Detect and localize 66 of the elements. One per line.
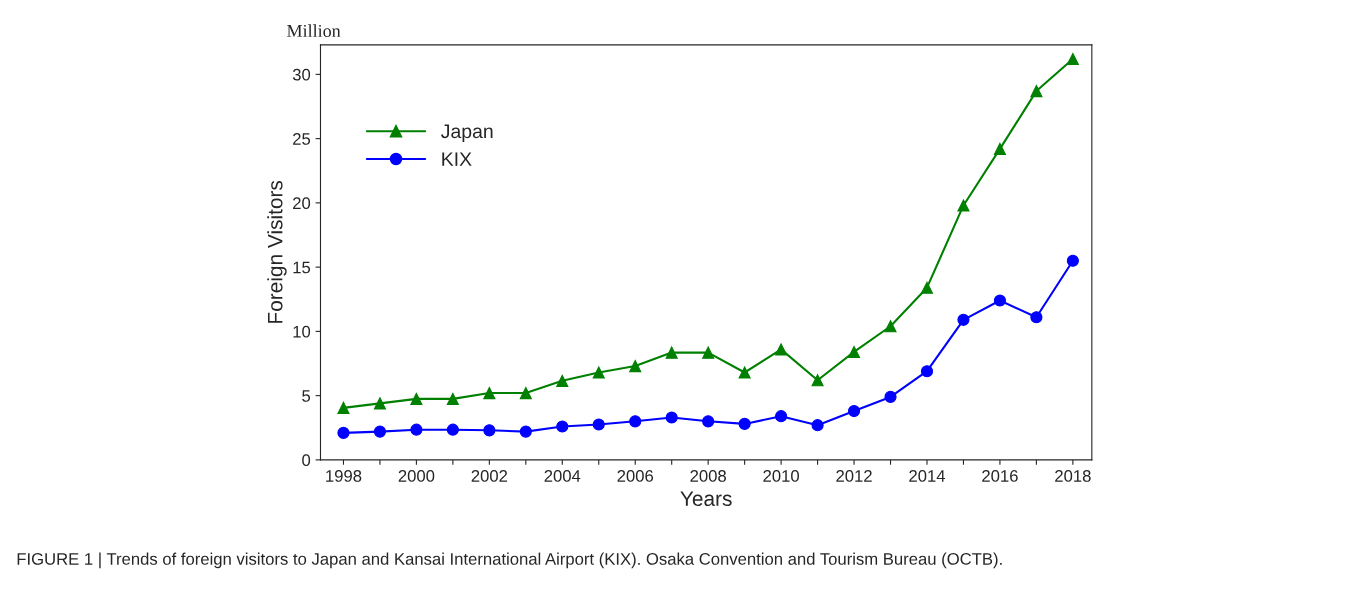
caption: FIGURE 1 | Trends of foreign visitors to Japan and Kansai International Airport (KIX). Osaka Convention and Tourism Bureau (OCTB). bbox=[17, 552, 1002, 569]
point bbox=[884, 390, 897, 403]
point bbox=[337, 401, 350, 414]
y-tick-label: 20 bbox=[293, 197, 311, 210]
point bbox=[775, 343, 788, 356]
x-tick-label: 2008 bbox=[690, 470, 726, 482]
y-tick-label: 5 bbox=[302, 390, 311, 402]
x-tick-label: 2012 bbox=[836, 470, 872, 482]
legend-label: Japan bbox=[441, 124, 493, 143]
y-tick-label: 25 bbox=[293, 133, 311, 145]
point bbox=[446, 392, 459, 405]
y-tick-label: 0 bbox=[302, 454, 311, 467]
point bbox=[738, 366, 751, 379]
y-axis-title: Foreign Visitors bbox=[267, 180, 287, 323]
point bbox=[373, 425, 387, 438]
point bbox=[592, 366, 605, 379]
point bbox=[847, 404, 861, 418]
x-tick-label: 2006 bbox=[617, 470, 654, 482]
y-tick-label: 30 bbox=[292, 68, 311, 81]
point bbox=[1066, 52, 1079, 66]
point bbox=[957, 313, 970, 326]
point bbox=[702, 346, 715, 359]
point bbox=[556, 374, 569, 387]
point bbox=[811, 374, 824, 387]
y-tick-label: 15 bbox=[293, 261, 311, 274]
point bbox=[483, 386, 496, 400]
point bbox=[483, 424, 496, 437]
point bbox=[410, 423, 423, 436]
point bbox=[665, 411, 678, 424]
text: Million bbox=[287, 24, 341, 38]
point bbox=[410, 392, 423, 405]
point bbox=[847, 345, 861, 359]
x-tick-label: 1998 bbox=[326, 470, 362, 482]
point bbox=[775, 410, 788, 423]
x-tick-label: 2000 bbox=[398, 470, 435, 482]
point bbox=[1030, 85, 1043, 98]
point bbox=[556, 420, 569, 433]
point bbox=[920, 281, 934, 294]
point bbox=[592, 418, 605, 431]
point bbox=[337, 426, 350, 439]
point bbox=[702, 415, 715, 428]
x-tick-label: 2004 bbox=[544, 470, 581, 482]
point bbox=[373, 397, 387, 410]
x-tick-label: 2010 bbox=[763, 470, 799, 482]
point bbox=[519, 425, 532, 438]
point bbox=[993, 142, 1006, 155]
point bbox=[665, 346, 678, 359]
legend-label: KIX bbox=[442, 152, 472, 166]
point bbox=[629, 415, 642, 428]
point bbox=[519, 386, 532, 400]
x-tick-label: 2018 bbox=[1055, 470, 1091, 482]
point bbox=[446, 423, 459, 436]
y-tick-label: 10 bbox=[293, 325, 311, 338]
point bbox=[957, 199, 970, 212]
point bbox=[1066, 254, 1079, 267]
point bbox=[920, 365, 934, 378]
point bbox=[811, 419, 824, 432]
x-tick-label: 2014 bbox=[909, 470, 946, 482]
x-tick-label: 2016 bbox=[982, 470, 1018, 482]
x-axis-title: Years bbox=[680, 491, 732, 506]
point bbox=[1030, 311, 1043, 324]
point bbox=[738, 417, 751, 430]
x-tick-label: 2002 bbox=[471, 470, 508, 482]
point bbox=[884, 320, 897, 333]
point bbox=[629, 360, 642, 373]
point bbox=[993, 294, 1006, 307]
